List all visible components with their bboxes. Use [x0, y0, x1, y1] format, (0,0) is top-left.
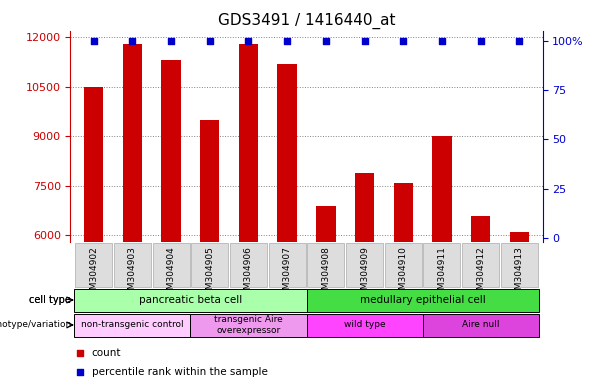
FancyBboxPatch shape: [191, 243, 229, 287]
FancyBboxPatch shape: [191, 314, 306, 337]
Text: percentile rank within the sample: percentile rank within the sample: [92, 367, 268, 377]
Text: transgenic Aire
overexpressor: transgenic Aire overexpressor: [214, 315, 283, 334]
Text: Aire null: Aire null: [462, 320, 500, 329]
Text: GSM304910: GSM304910: [398, 247, 408, 301]
FancyBboxPatch shape: [384, 243, 422, 287]
Text: wild type: wild type: [344, 320, 386, 329]
FancyBboxPatch shape: [114, 243, 151, 287]
Point: [321, 38, 331, 44]
Text: non-transgenic control: non-transgenic control: [81, 320, 184, 329]
Bar: [316, 205, 335, 242]
Point: [282, 38, 292, 44]
Point: [89, 38, 99, 44]
Bar: [509, 232, 529, 242]
Text: cell type: cell type: [29, 295, 71, 305]
Text: GSM304903: GSM304903: [128, 247, 137, 301]
Point: [437, 38, 447, 44]
Bar: [394, 182, 413, 242]
Point: [387, 279, 397, 285]
Bar: [278, 64, 297, 242]
Bar: [161, 60, 181, 242]
FancyBboxPatch shape: [268, 243, 306, 287]
Point: [166, 38, 176, 44]
Point: [398, 38, 408, 44]
Text: GSM304902: GSM304902: [89, 247, 98, 301]
Text: GSM304911: GSM304911: [438, 247, 446, 301]
Point: [360, 38, 370, 44]
Bar: [84, 87, 104, 242]
Text: cell type: cell type: [29, 295, 71, 305]
Point: [205, 38, 215, 44]
FancyBboxPatch shape: [306, 289, 539, 312]
FancyBboxPatch shape: [424, 243, 460, 287]
Text: pancreatic beta cell: pancreatic beta cell: [139, 295, 242, 305]
Bar: [239, 44, 258, 242]
FancyBboxPatch shape: [75, 243, 112, 287]
FancyBboxPatch shape: [230, 243, 267, 287]
Text: GSM304912: GSM304912: [476, 247, 485, 301]
Text: GSM304909: GSM304909: [360, 247, 369, 301]
FancyBboxPatch shape: [346, 243, 383, 287]
Text: medullary epithelial cell: medullary epithelial cell: [360, 295, 485, 305]
Point: [243, 38, 253, 44]
Text: count: count: [92, 348, 121, 358]
FancyBboxPatch shape: [74, 314, 191, 337]
FancyBboxPatch shape: [153, 243, 189, 287]
Point: [128, 38, 137, 44]
FancyBboxPatch shape: [74, 289, 306, 312]
FancyBboxPatch shape: [422, 314, 539, 337]
Bar: [471, 215, 490, 242]
Point: [387, 106, 397, 113]
Text: GSM304904: GSM304904: [167, 247, 175, 301]
Point: [514, 38, 524, 44]
Text: GSM304913: GSM304913: [515, 247, 524, 301]
Bar: [432, 136, 452, 242]
Text: GSM304908: GSM304908: [321, 247, 330, 301]
Point: [476, 38, 485, 44]
FancyBboxPatch shape: [462, 243, 499, 287]
Text: GSM304905: GSM304905: [205, 247, 215, 301]
Text: GSM304907: GSM304907: [283, 247, 292, 301]
Bar: [200, 120, 219, 242]
FancyBboxPatch shape: [307, 243, 345, 287]
FancyBboxPatch shape: [501, 243, 538, 287]
Bar: [355, 173, 374, 242]
FancyBboxPatch shape: [306, 314, 422, 337]
Text: genotype/variation: genotype/variation: [0, 320, 71, 329]
Text: GSM304906: GSM304906: [244, 247, 253, 301]
Title: GDS3491 / 1416440_at: GDS3491 / 1416440_at: [218, 13, 395, 29]
Bar: [123, 44, 142, 242]
